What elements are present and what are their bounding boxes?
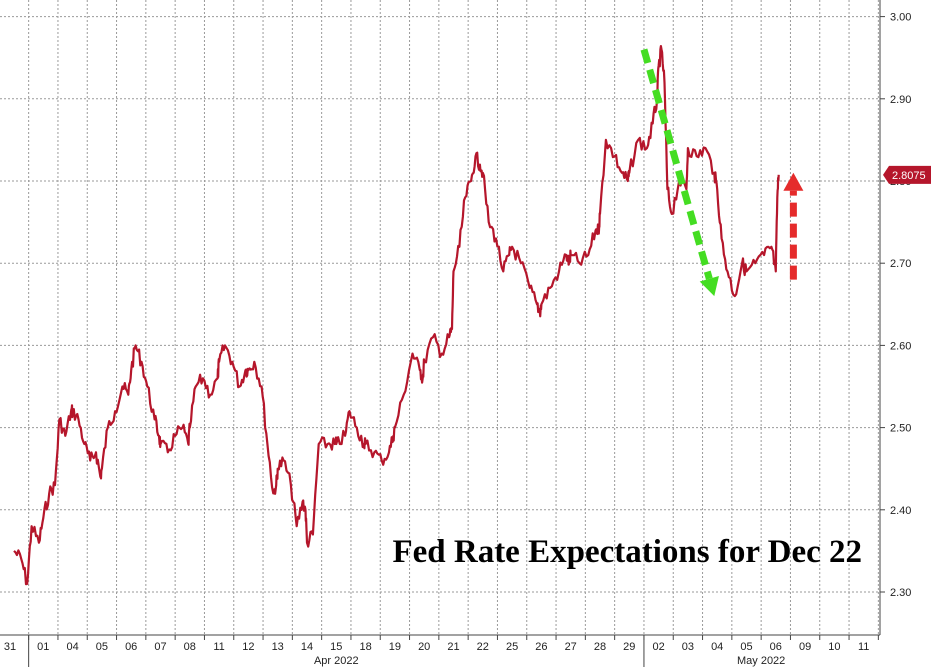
- annotation-arrow-head: [699, 276, 719, 297]
- x-tick-label: 18: [359, 641, 371, 653]
- x-tick-label: 27: [565, 641, 577, 653]
- x-tick-label: 28: [594, 641, 606, 653]
- x-tick-label: 05: [740, 641, 752, 653]
- y-tick-label: 2.50: [890, 423, 911, 435]
- x-tick-label: 19: [389, 641, 401, 653]
- y-tick-label: 2.90: [890, 94, 911, 106]
- x-tick-label: 02: [652, 641, 664, 653]
- x-tick-label: 31: [4, 641, 16, 653]
- x-tick-label: 29: [623, 641, 635, 653]
- x-tick-label: 15: [330, 641, 342, 653]
- x-tick-label: 13: [272, 641, 284, 653]
- x-tick-label: 26: [535, 641, 547, 653]
- x-tick-label: 14: [301, 641, 313, 653]
- y-tick-label: 2.30: [890, 587, 911, 599]
- x-tick-label: 06: [770, 641, 782, 653]
- x-tick-label: 06: [125, 641, 137, 653]
- month-label: May 2022: [737, 655, 785, 667]
- y-tick-label: 2.40: [890, 505, 911, 517]
- annotation-arrow-head: [783, 172, 804, 191]
- x-tick-label: 11: [213, 641, 224, 653]
- annotations-layer: [640, 48, 804, 297]
- x-tick-label: 09: [799, 641, 811, 653]
- x-tick-label: 04: [66, 641, 78, 653]
- chart-title: Fed Rate Expectations for Dec 22: [392, 534, 862, 570]
- x-tick-label: 11: [858, 641, 869, 653]
- last-value-tag: [883, 165, 931, 184]
- x-tick-label: 07: [154, 641, 166, 653]
- x-tick-label: 21: [447, 641, 459, 653]
- annotation-arrow-shaft: [640, 48, 713, 280]
- x-tick-label: 05: [96, 641, 108, 653]
- x-tick-label: 04: [711, 641, 723, 653]
- x-tick-label: 12: [242, 641, 254, 653]
- grid: [0, 0, 880, 635]
- x-tick-label: 03: [682, 641, 694, 653]
- x-tick-label: 20: [418, 641, 430, 653]
- x-tick-label: 25: [506, 641, 518, 653]
- y-tick-label: 2.70: [890, 258, 911, 270]
- last-value-marker: 2.8075: [883, 165, 931, 184]
- month-label: Apr 2022: [314, 655, 359, 667]
- last-value-label: 2.8075: [892, 170, 926, 182]
- x-axis: 31 01 04 05 06 07 08 11 12 13 14 15 18 19 20 21 22 25 26 27…: [0, 634, 880, 667]
- x-tick-label: 01: [37, 641, 49, 653]
- x-tick-label: 22: [477, 641, 489, 653]
- y-tick-label: 3.00: [890, 12, 911, 24]
- x-tick-label: 08: [184, 641, 196, 653]
- y-tick-label: 2.60: [890, 340, 911, 352]
- x-tick-label: 10: [828, 641, 840, 653]
- y-axis: 2.302.402.502.602.702.802.903.00: [879, 0, 911, 635]
